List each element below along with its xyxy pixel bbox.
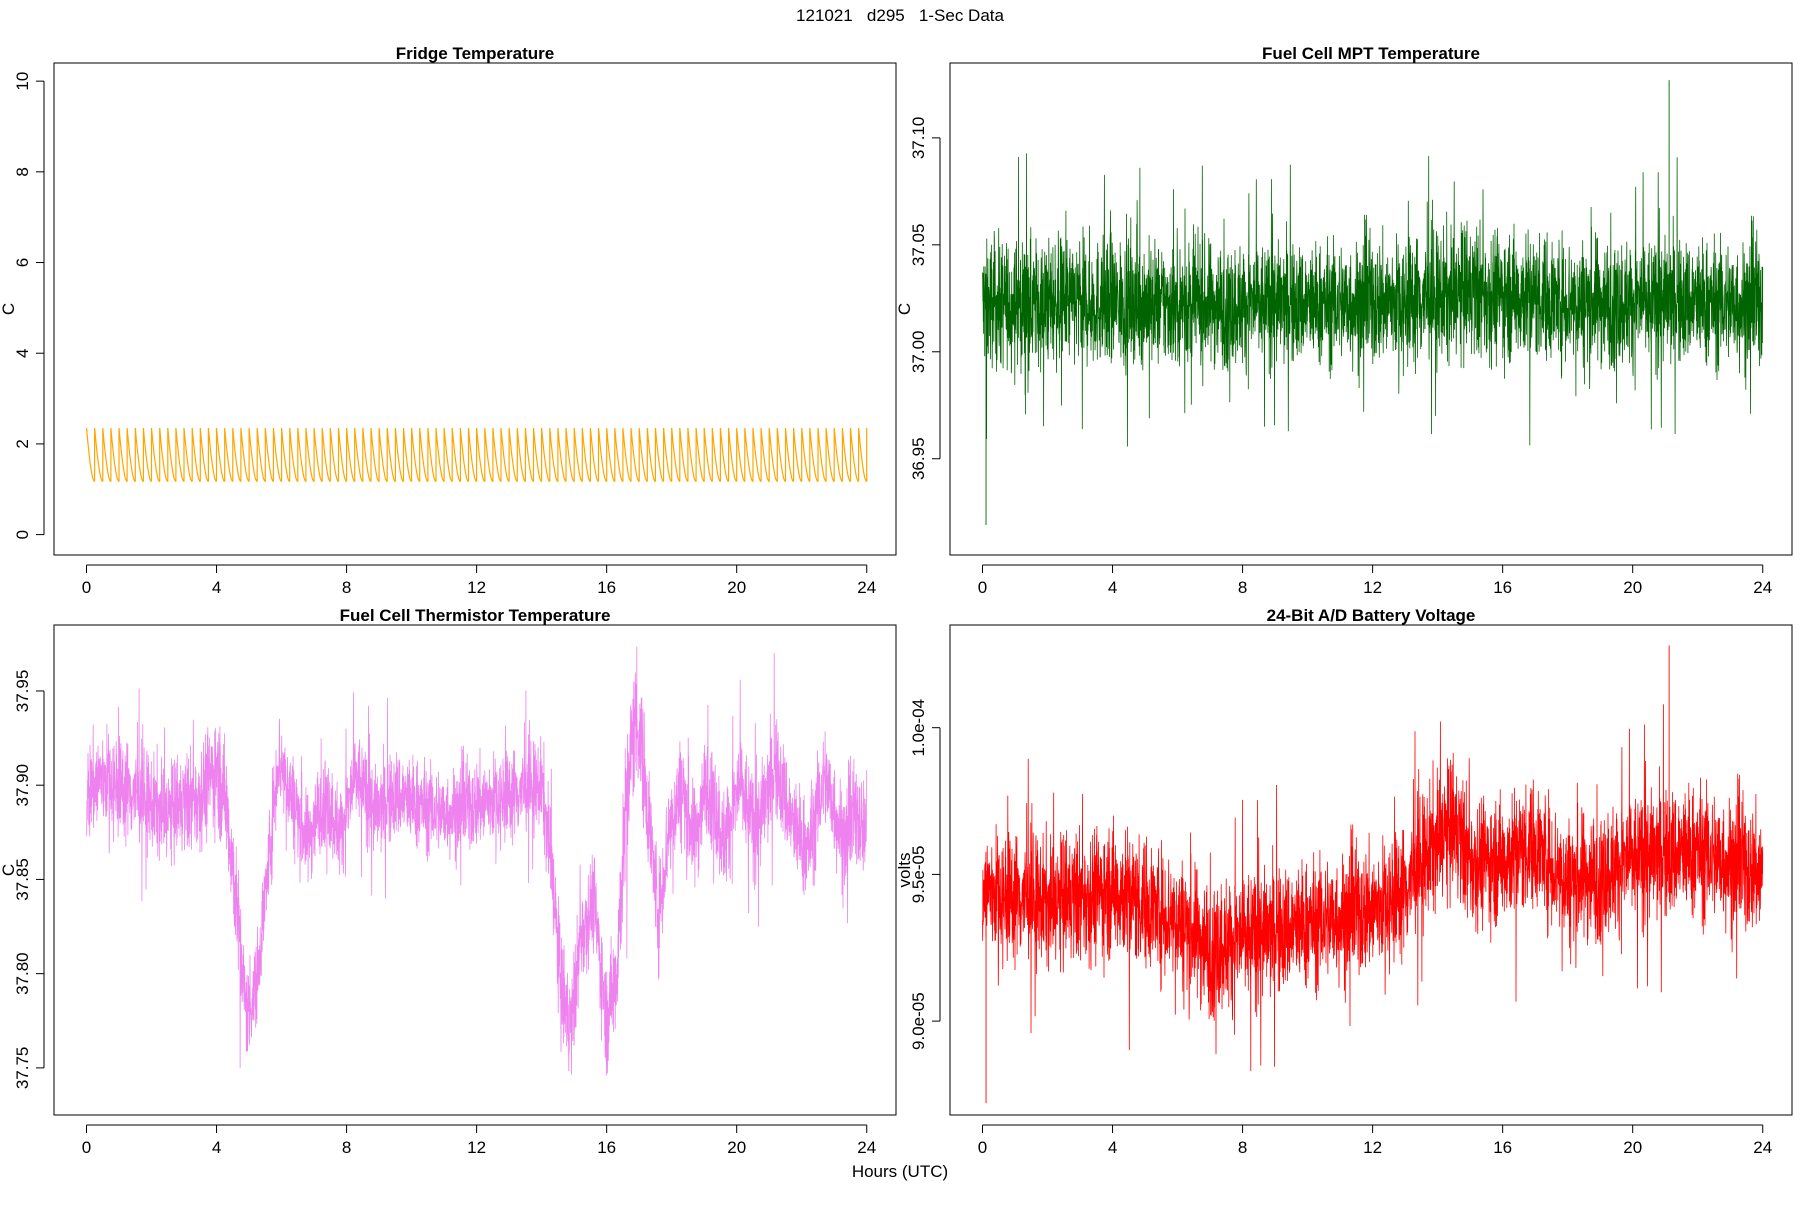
x-tick-label-battery: 8 <box>1238 1138 1247 1157</box>
series-line-fridge <box>85 427 868 482</box>
y-tick-label-battery: 9.0e-05 <box>909 992 928 1050</box>
y-tick-label-thermistor: 37.90 <box>13 764 32 807</box>
series-line-mpt <box>982 153 1764 447</box>
y-tick-label-battery: 9.5e-05 <box>909 846 928 904</box>
x-tick-label-battery: 0 <box>978 1138 987 1157</box>
x-tick-label-thermistor: 8 <box>342 1138 351 1157</box>
x-tick-label-fridge: 8 <box>342 578 351 597</box>
panel-title-thermistor: Fuel Cell Thermistor Temperature <box>340 606 611 625</box>
panel-title-fridge: Fridge Temperature <box>396 44 554 63</box>
y-tick-label-fridge: 0 <box>13 530 32 539</box>
y-tick-label-fridge: 6 <box>13 258 32 267</box>
plot-frame-battery <box>949 624 1793 1116</box>
x-tick-label-mpt: 8 <box>1238 578 1247 597</box>
x-tick-label-mpt: 12 <box>1363 578 1382 597</box>
plot-frame-mpt <box>949 62 1793 556</box>
x-tick-label-battery: 24 <box>1753 1138 1772 1157</box>
y-tick-label-mpt: 37.00 <box>909 331 928 374</box>
x-tick-label-thermistor: 20 <box>727 1138 746 1157</box>
x-tick-label-battery: 12 <box>1363 1138 1382 1157</box>
y-tick-label-mpt: 36.95 <box>909 437 928 480</box>
y-tick-label-thermistor: 37.95 <box>13 670 32 713</box>
y-axis-label-fridge: C <box>0 303 18 315</box>
x-tick-label-fridge: 24 <box>857 578 876 597</box>
x-tick-label-battery: 20 <box>1623 1138 1642 1157</box>
x-tick-label-fridge: 0 <box>82 578 91 597</box>
x-tick-label-thermistor: 24 <box>857 1138 876 1157</box>
y-tick-label-fridge: 8 <box>13 167 32 176</box>
x-tick-label-thermistor: 4 <box>212 1138 221 1157</box>
panel-title-mpt: Fuel Cell MPT Temperature <box>1262 44 1480 63</box>
figure-title: 121021 d295 1-Sec Data <box>796 6 1004 25</box>
x-tick-label-fridge: 20 <box>727 578 746 597</box>
plot-frame-fridge <box>53 62 897 556</box>
x-tick-label-battery: 16 <box>1493 1138 1512 1157</box>
panel-mpt: Fuel Cell MPT Temperature 0 4 8 12 16 20 24 36.9… <box>895 44 1793 597</box>
y-tick-label-thermistor: 37.75 <box>13 1047 32 1090</box>
series-line-thermistor <box>86 646 868 1076</box>
y-tick-label-fridge: 4 <box>13 348 32 357</box>
y-axis-label-thermistor: C <box>0 864 18 876</box>
x-tick-label-fridge: 16 <box>597 578 616 597</box>
x-tick-label-fridge: 12 <box>467 578 486 597</box>
y-tick-label-fridge: 2 <box>13 439 32 448</box>
x-tick-label-mpt: 24 <box>1753 578 1772 597</box>
x-tick-label-fridge: 4 <box>212 578 221 597</box>
y-tick-label-mpt: 37.05 <box>909 224 928 267</box>
y-tick-label-battery: 1.0e-04 <box>909 699 928 757</box>
y-axis-label-mpt: C <box>895 303 914 315</box>
x-tick-label-mpt: 0 <box>978 578 987 597</box>
x-tick-label-thermistor: 12 <box>467 1138 486 1157</box>
y-tick-label-mpt: 37.10 <box>909 117 928 160</box>
x-tick-label-battery: 4 <box>1108 1138 1117 1157</box>
series-line-battery <box>982 704 1764 1072</box>
x-tick-label-mpt: 20 <box>1623 578 1642 597</box>
plot-frame-thermistor <box>53 624 897 1116</box>
x-tick-label-mpt: 16 <box>1493 578 1512 597</box>
y-tick-label-thermistor: 37.80 <box>13 952 32 995</box>
y-tick-label-fridge: 10 <box>13 72 32 91</box>
panel-thermistor: Fuel Cell Thermistor Temperature 0 4 8 12 16 2… <box>0 606 897 1157</box>
panel-battery: 24-Bit A/D Battery Voltage 0 4 8 12 16 20 24 9.0… <box>895 606 1793 1157</box>
y-axis-label-battery: volts <box>895 853 914 888</box>
panel-title-battery: 24-Bit A/D Battery Voltage <box>1267 606 1476 625</box>
x-tick-label-mpt: 4 <box>1108 578 1117 597</box>
figure-x-axis-label: Hours (UTC) <box>851 1162 949 1181</box>
x-tick-label-thermistor: 0 <box>82 1138 91 1157</box>
x-tick-label-thermistor: 16 <box>597 1138 616 1157</box>
y-tick-label-thermistor: 37.85 <box>13 858 32 901</box>
